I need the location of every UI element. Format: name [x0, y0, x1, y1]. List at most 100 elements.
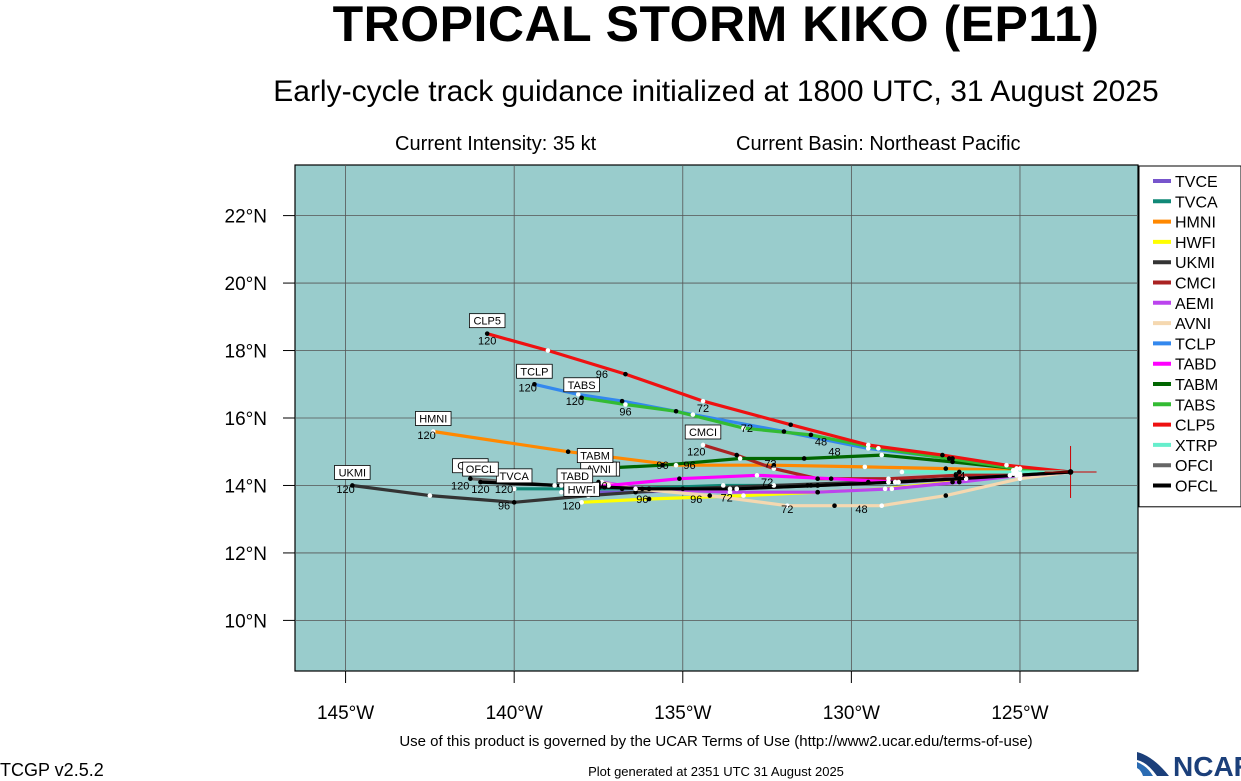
track-point-tvca [805, 483, 810, 488]
track-point-tabd [754, 473, 760, 478]
legend-label-cmci: CMCI [1175, 276, 1216, 293]
track-point-clp5 [545, 348, 551, 353]
forecast-hour-label: 96 [656, 460, 668, 472]
track-point-tabm [660, 462, 665, 468]
track-point-ukmi [511, 500, 517, 505]
track-point-hwfi [646, 496, 652, 502]
legend-label-ofci: OFCI [1175, 458, 1213, 475]
track-label-tabs: TABS [568, 380, 596, 392]
track-point-ofci [552, 483, 557, 488]
track-point-ukmi [865, 479, 871, 485]
track-point-tvca [720, 483, 726, 488]
map-layer: 145°W 140°W 135°W 130°W 125°W 10°N 12°N 14°N 16°… [225, 164, 1139, 724]
legend: TVCE TVCA HMNI HWFI UKMI CMCI AEMI AVNI TCLP TABD… [1138, 165, 1241, 508]
track-point-tvca [619, 486, 625, 492]
ncar-logo: NCAR [1137, 751, 1241, 780]
forecast-hour-label: 96 [636, 494, 648, 506]
track-label-tabd: TABD [561, 471, 590, 483]
chart-subtitle: Early-cycle track guidance initialized a… [273, 75, 1159, 108]
track-point-tclp [1017, 466, 1023, 471]
y-tick-label: 16°N [225, 409, 267, 430]
track-point-ofcl [1014, 473, 1019, 478]
track-point-clp5 [700, 398, 706, 404]
current-position-dot [1067, 469, 1074, 475]
track-point-tabs [673, 408, 679, 414]
legend-label-clp5: CLP5 [1175, 418, 1215, 435]
legend-label-hwfi: HWFI [1175, 235, 1216, 252]
y-tick-label: 20°N [225, 274, 267, 295]
legend-label-tabs: TABS [1175, 397, 1216, 414]
track-point-avni [707, 493, 713, 498]
forecast-hour-label: 72 [781, 504, 793, 516]
forecast-hour-label: 48 [828, 447, 840, 459]
legend-label-tvce: TVCE [1175, 174, 1218, 191]
track-label-box-clp5 [469, 313, 506, 329]
track-point-cmci [734, 452, 740, 458]
track-point-tabd [896, 479, 901, 485]
track-point-tabs [1014, 466, 1019, 471]
track-point-avni [1017, 476, 1023, 482]
track-point-tabs [808, 432, 814, 438]
x-tick-label: 140°W [486, 703, 543, 724]
track-point-tclp [781, 429, 787, 434]
legend-label-hmni: HMNI [1175, 215, 1216, 232]
legend-label-aemi: AEMI [1175, 296, 1214, 313]
forecast-hour-label: 72 [720, 492, 732, 504]
track-label-box-cmci [684, 424, 722, 440]
track-point-hwfi [579, 500, 584, 505]
track-point-ukmi [963, 476, 969, 482]
track-label-box-tabd [556, 468, 594, 484]
track-point-tabm [879, 452, 885, 458]
track-label-hwfi: HWFI [568, 484, 596, 496]
track-point-clp5 [940, 452, 945, 458]
track-label-box-ofcl [462, 461, 499, 477]
forecast-hour-label: 120 [336, 484, 354, 496]
legend-label-tabd: TABD [1175, 357, 1216, 374]
track-point-tclp [865, 446, 871, 451]
track-label-box-tclp [516, 363, 553, 379]
track-point-cmci [771, 466, 777, 471]
forecast-hour-label: 96 [690, 494, 702, 506]
track-label-box-ukmi [334, 465, 371, 480]
track-point-xtrp [1014, 469, 1019, 475]
legend-label-ukmi: UKMI [1175, 255, 1215, 272]
forecast-hour-label: 120 [518, 383, 536, 395]
forecast-hour-label: 120 [566, 396, 584, 408]
track-label-box-hmni [415, 411, 452, 426]
forecast-hour-label: 96 [683, 460, 695, 472]
track-point-cmci [700, 442, 706, 448]
track-point-ofcl [815, 483, 820, 488]
track-label-clp5: CLP5 [473, 316, 501, 328]
track-point-clp5 [865, 442, 871, 448]
y-tick-label: 18°N [225, 342, 267, 363]
track-point-tabm [801, 456, 807, 461]
track-point-ofcl [734, 486, 740, 492]
x-tick-label: 125°W [991, 703, 1048, 724]
track-point-hmni [430, 429, 436, 434]
forecast-hour-label: 120 [687, 447, 705, 459]
track-point-hwfi [741, 493, 746, 498]
forecast-hour-label: 120 [562, 501, 580, 513]
track-point-tclp [532, 381, 537, 387]
track-point-tclp [950, 456, 955, 461]
current-intensity: Current Intensity: 35 kt [395, 133, 597, 155]
forecast-hour-label: 24 [953, 470, 965, 482]
track-point-aemi [956, 479, 962, 485]
forecast-hour-label: 120 [478, 335, 496, 347]
forecast-hour-label: 48 [855, 504, 867, 516]
track-label-ukmi: UKMI [339, 467, 367, 479]
forecast-hour-label: 72 [761, 477, 773, 489]
track-point-cmci [815, 476, 820, 482]
track-point-avni [785, 503, 790, 509]
legend-label-ofcl: OFCL [1175, 479, 1218, 496]
track-point-tabd [1017, 473, 1023, 478]
track-point-tabs [741, 425, 746, 431]
track-point-tvce [727, 486, 733, 492]
forecast-hour-label: 72 [764, 459, 776, 471]
track-label-tclp: TCLP [520, 366, 548, 378]
chart-title: TROPICAL STORM KIKO (EP11) [332, 0, 1100, 52]
forecast-hour-label: 72 [741, 423, 753, 435]
track-point-hwfi [950, 479, 955, 485]
track-point-aemi [815, 489, 820, 495]
